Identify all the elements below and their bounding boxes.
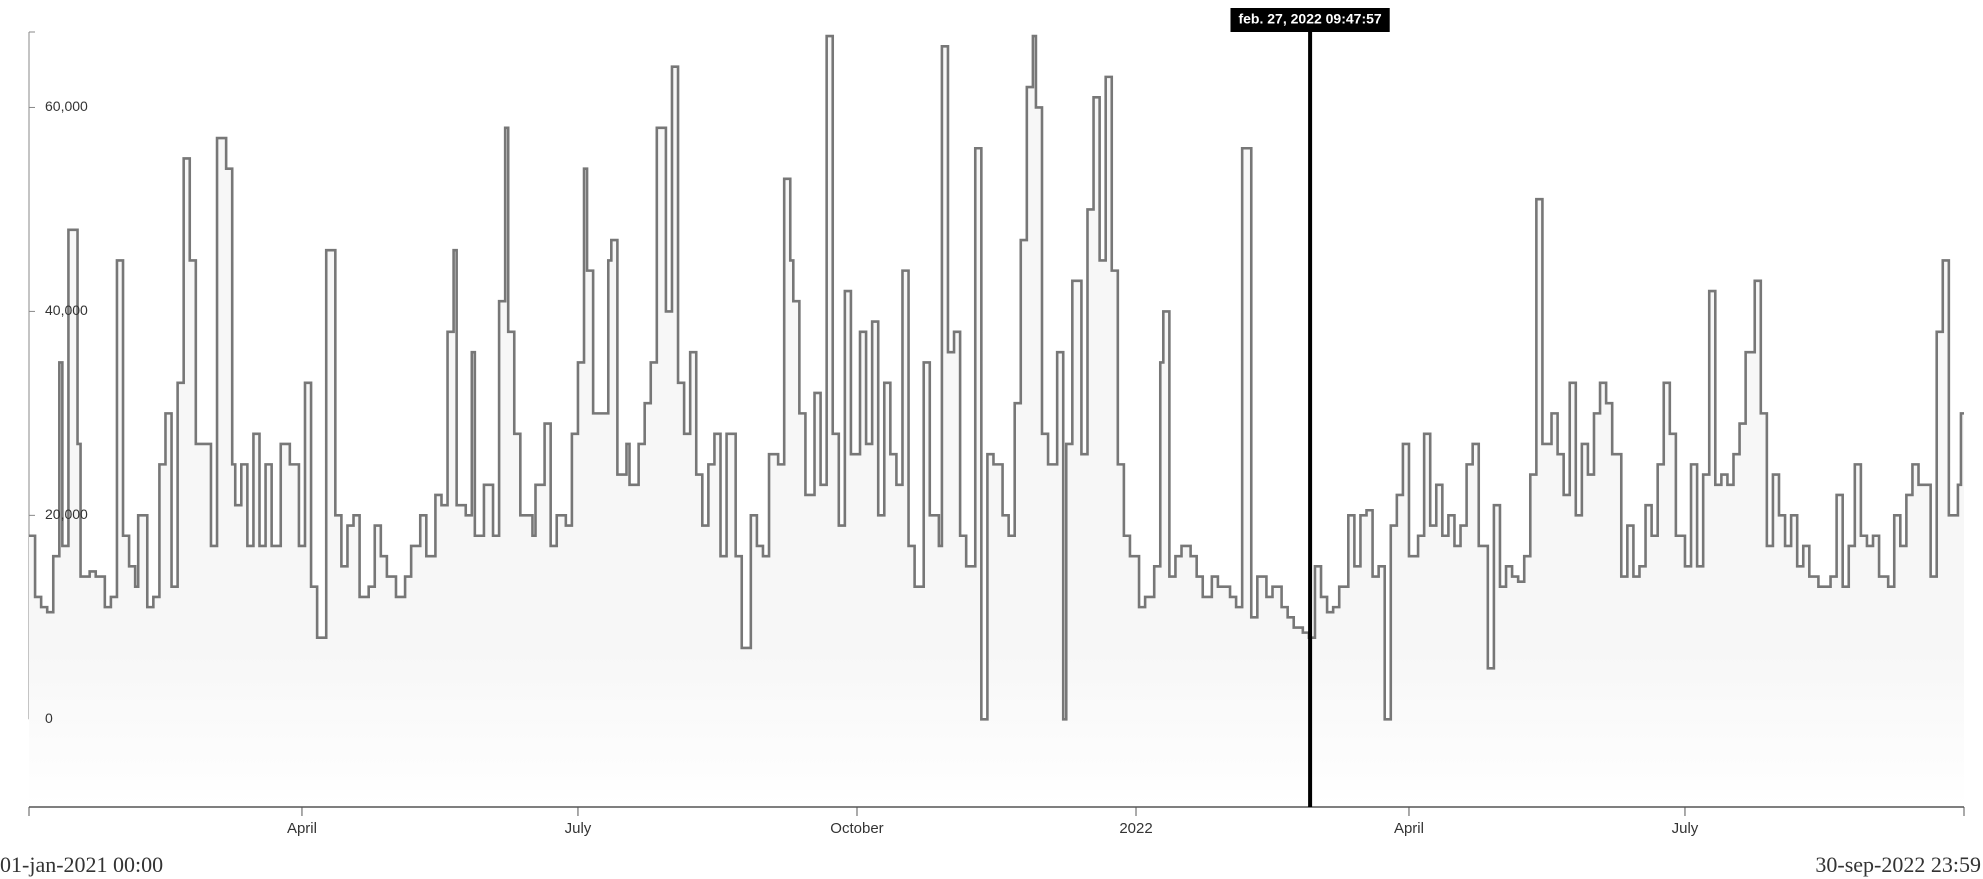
x-tick-label: July xyxy=(1672,820,1699,837)
line xyxy=(29,34,1964,721)
end-label: 30-sep-2022 23:59 xyxy=(1815,852,1981,877)
y-tick-label: 20,000 xyxy=(45,506,88,522)
start-label: 01-jan-2021 00:00 xyxy=(0,852,163,877)
cursor-label-bg xyxy=(1230,8,1390,32)
cursor-label: feb. 27, 2022 09:47:57 xyxy=(1238,11,1381,27)
y-tick-label: 60,000 xyxy=(45,98,88,114)
x-tick-label: April xyxy=(287,820,317,837)
x-tick-label: 2022 xyxy=(1119,820,1152,837)
x-tick-label: July xyxy=(565,820,592,837)
y-tick-label: 40,000 xyxy=(45,302,88,318)
x-tick-label: April xyxy=(1394,820,1424,837)
area xyxy=(29,36,1964,807)
x-tick-label: October xyxy=(830,820,883,837)
y-tick-label: 0 xyxy=(45,710,53,726)
